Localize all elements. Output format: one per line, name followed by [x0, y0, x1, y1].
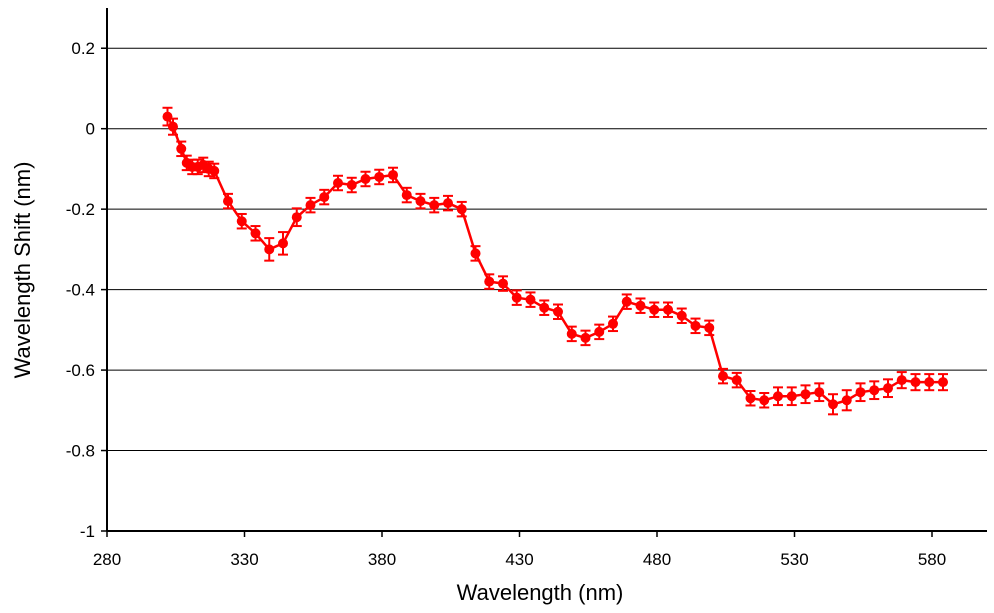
data-point: [566, 328, 577, 339]
data-point: [511, 292, 522, 303]
data-point: [305, 200, 316, 211]
data-point: [786, 391, 797, 402]
data-point: [594, 326, 605, 337]
data-point: [401, 190, 412, 201]
data-point: [443, 198, 453, 209]
data-point: [649, 304, 660, 315]
data-point: [883, 383, 893, 394]
data-point: [498, 278, 508, 289]
data-point: [745, 393, 756, 404]
data-point: [910, 377, 921, 388]
data-point: [333, 178, 343, 189]
series-group: [162, 106, 948, 416]
x-tick-label: 580: [918, 550, 946, 569]
x-tick-label: 330: [230, 550, 258, 569]
axes: [106, 8, 987, 532]
y-tick-label: -0.4: [66, 281, 95, 300]
x-tick-label: 480: [643, 550, 671, 569]
data-point: [223, 196, 233, 207]
data-point: [828, 399, 838, 410]
data-point: [525, 294, 536, 305]
data-point: [360, 173, 371, 184]
x-tick-label: 530: [780, 550, 808, 569]
data-point: [346, 180, 357, 191]
x-tick-label: 380: [368, 550, 396, 569]
y-tick-label: 0.2: [71, 39, 95, 58]
data-point: [663, 304, 673, 315]
series-line: [166, 116, 943, 406]
y-tick-label: -0.6: [66, 361, 95, 380]
data-point: [621, 296, 632, 307]
data-point: [236, 216, 247, 227]
ticks: 0.2 0 -0.2 -0.4 -0.6 -0.8 -1 280 330 380 430 480 530…: [66, 39, 946, 569]
data-point: [759, 395, 770, 406]
data-point: [938, 377, 948, 388]
data-point: [484, 276, 495, 287]
data-point: [291, 212, 302, 223]
data-point: [841, 395, 852, 406]
data-point: [718, 371, 728, 382]
data-point: [855, 387, 866, 398]
y-tick-label: -0.2: [66, 200, 95, 219]
data-point: [209, 165, 220, 176]
data-point: [176, 143, 187, 154]
data-point: [704, 322, 715, 333]
data-point: [278, 238, 288, 249]
data-point: [429, 200, 440, 211]
data-point: [869, 385, 880, 396]
data-point: [374, 171, 385, 182]
x-axis-title: Wavelength (nm): [457, 580, 624, 605]
data-point: [168, 121, 178, 132]
y-tick-label: -1: [80, 522, 95, 541]
data-point: [250, 228, 261, 239]
data-point: [264, 244, 275, 255]
data-point: [896, 375, 907, 386]
y-tick-label: 0: [86, 120, 95, 139]
data-point: [456, 204, 467, 215]
x-tick-label: 430: [505, 550, 533, 569]
data-point: [676, 310, 687, 321]
data-point: [773, 391, 783, 402]
data-point: [319, 192, 330, 203]
data-point: [162, 111, 173, 122]
data-point: [690, 320, 701, 331]
data-point: [388, 169, 398, 180]
data-point: [814, 387, 825, 398]
data-point: [608, 318, 618, 329]
data-point: [553, 306, 563, 317]
data-point: [415, 196, 426, 207]
data-point: [800, 389, 811, 400]
data-point: [731, 375, 742, 386]
y-axis-title: Wavelength Shift (nm): [10, 162, 35, 379]
data-point: [580, 332, 591, 343]
y-tick-label: -0.8: [66, 442, 95, 461]
gridlines: [107, 47, 987, 452]
data-point: [539, 302, 550, 313]
data-point: [635, 300, 646, 311]
data-point: [470, 248, 481, 259]
x-tick-label: 280: [93, 550, 121, 569]
data-point: [924, 377, 935, 388]
